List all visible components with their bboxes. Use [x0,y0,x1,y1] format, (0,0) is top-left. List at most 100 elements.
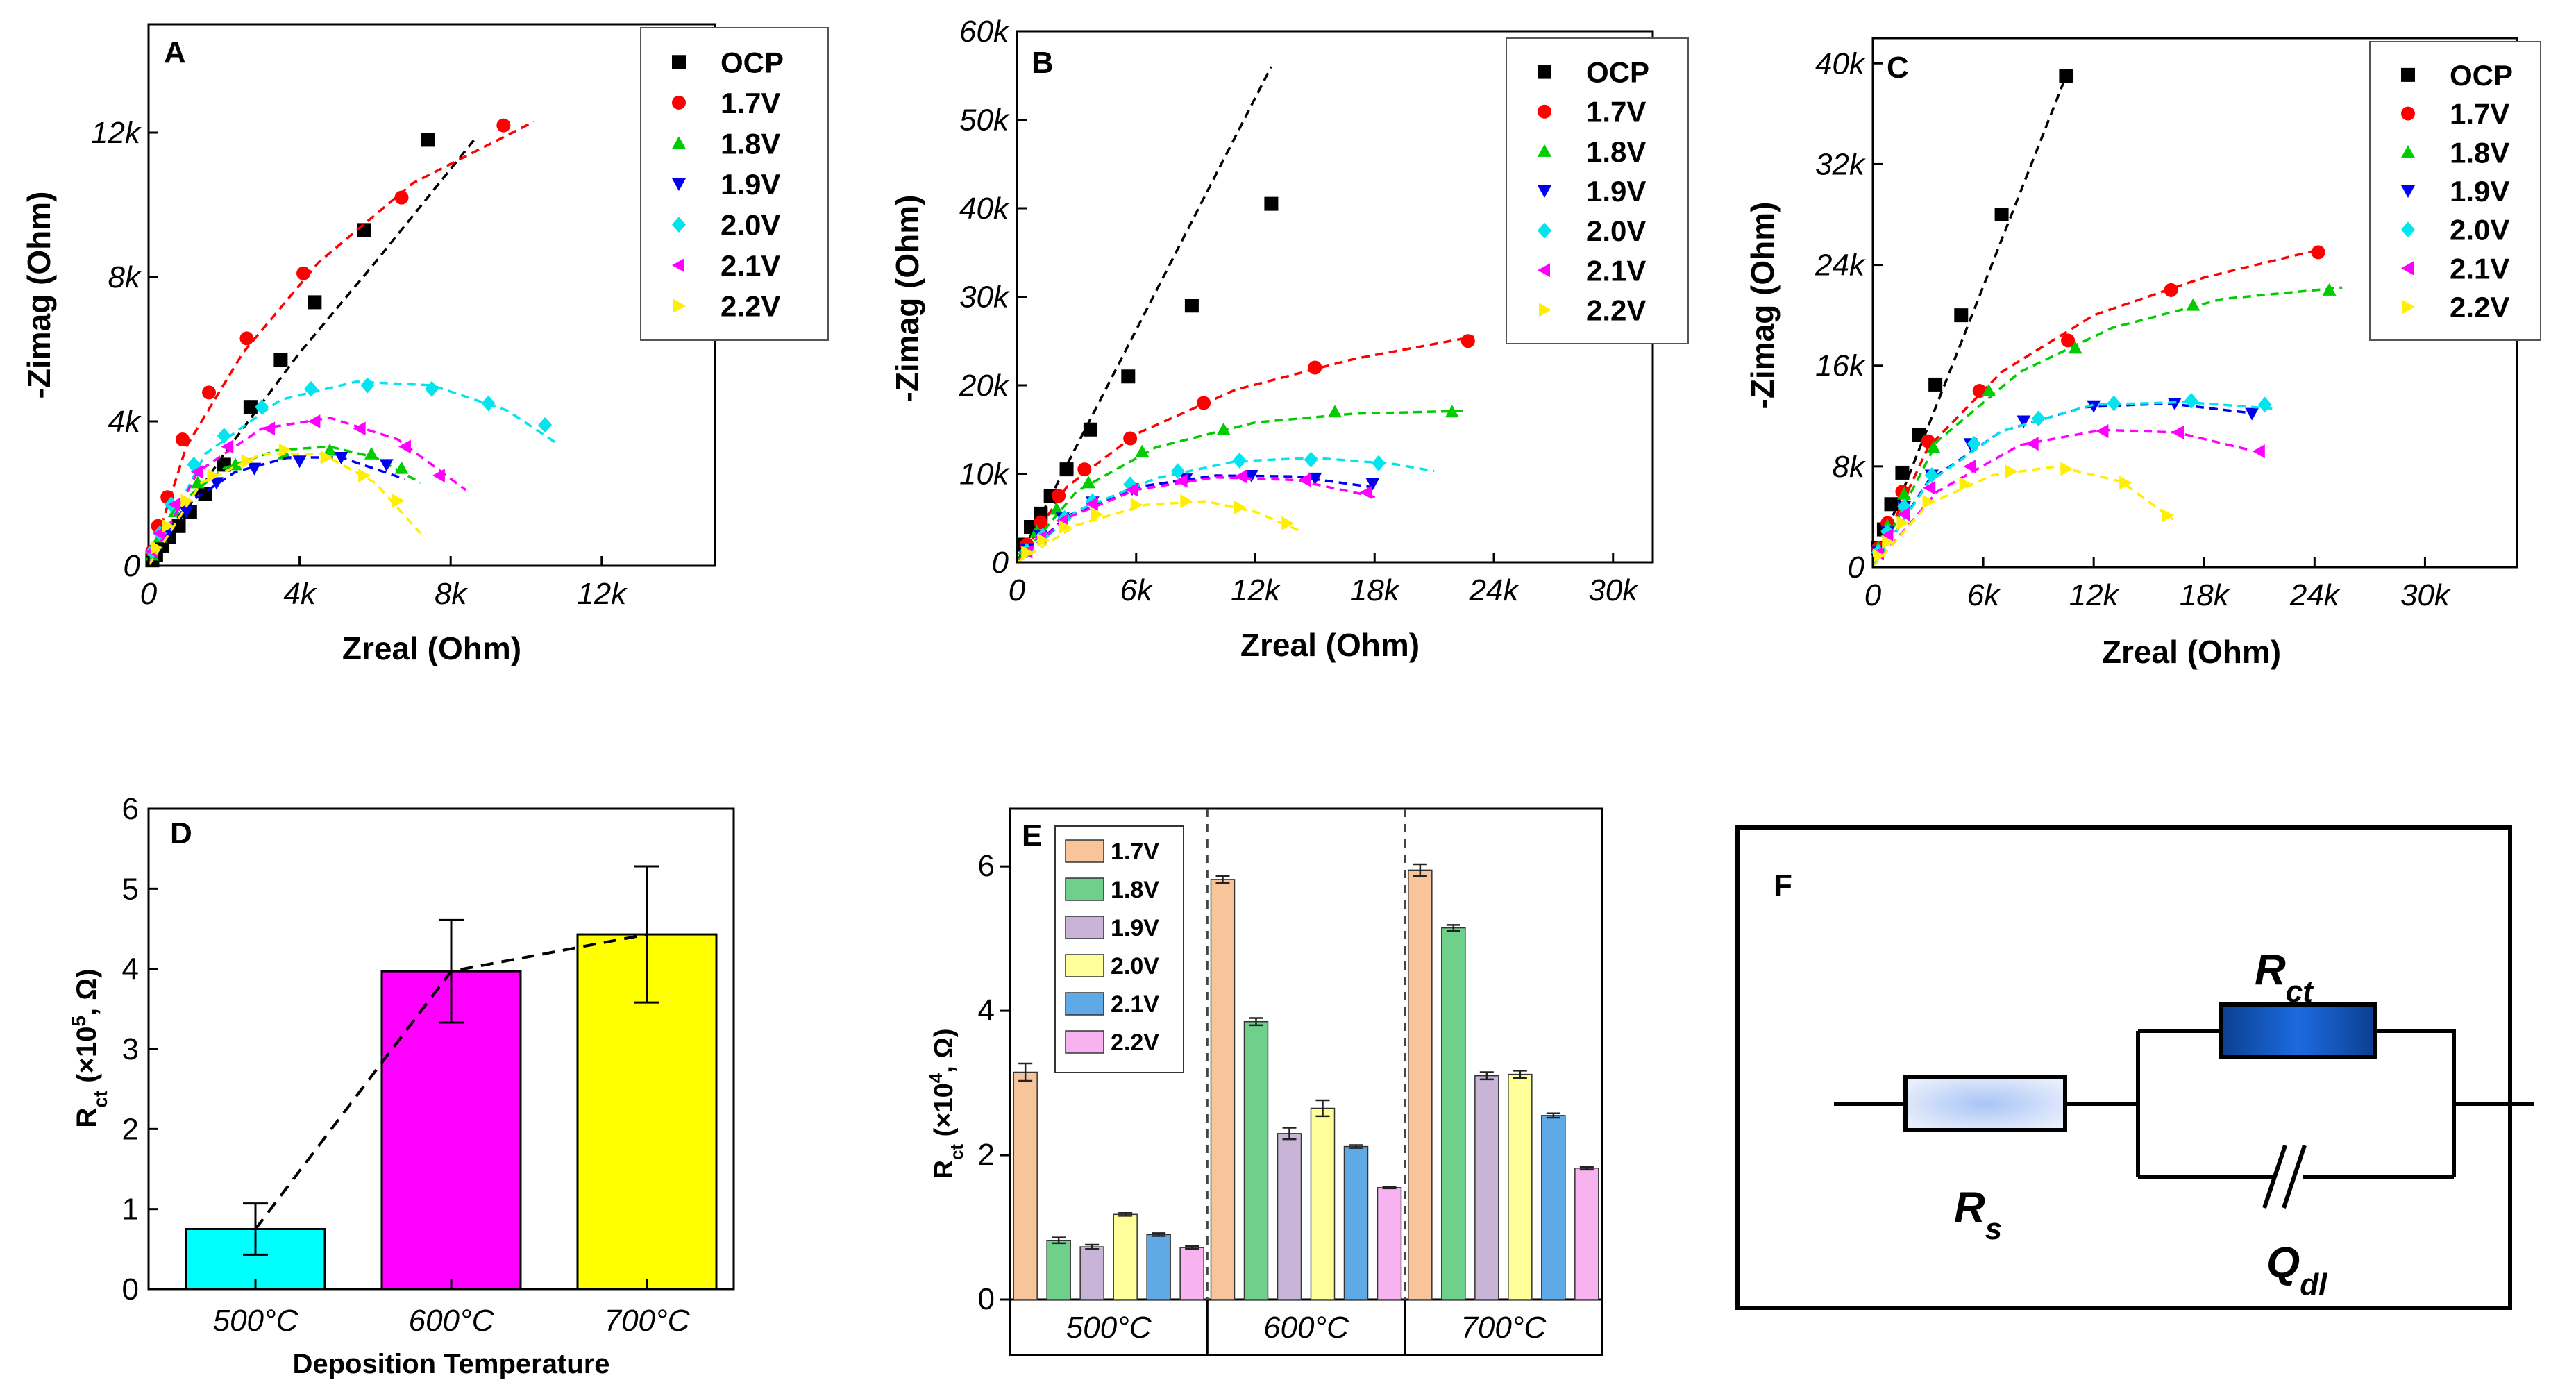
data-point-2.1V [2026,437,2039,451]
rct-label: Rct [2255,946,2314,1009]
bar-1.9V-700°C [1474,1075,1499,1300]
legend-swatch-1.8V [1065,877,1104,901]
legend-label-1.8V: 1.8V [1111,877,1159,903]
data-point-2.2V [358,469,371,482]
data-point-2.1V [168,497,181,512]
data-point-OCP [1264,196,1279,211]
data-point-2.1V [1880,528,1894,543]
legend-swatch-2.2V [1065,1030,1104,1054]
fit-line-1.8V [1871,286,2343,568]
data-point-1.8V [364,446,378,460]
data-point-OCP [1059,462,1074,477]
data-point-2.1V [1963,459,1976,473]
panel-label: F [1774,868,1792,902]
plot-marks [1013,809,1599,1355]
x-tick-label: 12k [2069,578,2120,612]
data-point-OCP [1928,377,1943,392]
data-point-2.2V [241,454,254,469]
legend-marker-1.8V [2401,145,2415,158]
data-point-1.9V [2087,400,2101,413]
y-tick-label: 12k [91,116,142,150]
legend-marker-1.7V [1538,104,1551,119]
legend-label-OCP: OCP [2450,59,2513,92]
data-point-OCP [1083,422,1097,437]
y-label-exp: 4 [925,1073,946,1083]
legend-box [1506,37,1689,344]
legend: OCP 1.7V 1.8V 1.9V 2.0V 2.1V 2.2V [1506,37,1689,344]
x-tick-label: 4k [283,577,317,611]
bar-2.0V-600°C [1310,1107,1336,1300]
x-tick-label: 6k [1120,573,1154,607]
x-tick-label: 24k [2289,578,2341,612]
x-tick-label: 18k [1350,573,1401,607]
y-tick-label: 50k [959,103,1010,137]
rs-main: R [1954,1184,1985,1232]
legend-label-2.2V: 2.2V [721,290,780,323]
x-tick-label: 24k [1469,573,1520,607]
data-point-1.7V [1460,334,1475,348]
data-point-OCP [243,400,258,414]
data-point-2.0V [2257,396,2272,413]
bar-panel-e: E 0 2 4 6 500°C 600°C 700°C 1.7V 1.8V 1.9V 2.0V 2.… [925,807,1603,1356]
x-tick-label: 0 [1009,573,1026,607]
legend-label-1.9V: 1.9V [2450,175,2509,208]
data-point-1.9V [209,477,224,490]
bar-1.8V-600°C [1243,1020,1269,1300]
y-tick-label: 2 [122,1112,139,1146]
data-point-1.8V [1050,502,1064,515]
x-tick-label: 500°C [213,1304,299,1338]
bar-1.8V-700°C [1441,927,1466,1300]
legend-label-2.0V: 2.0V [1111,953,1159,980]
bar-1.7V-500°C [1013,1071,1038,1300]
data-point-1.8V [1216,422,1231,435]
legend-marker-2.1V [2401,261,2414,276]
y-tick-label: 0 [992,546,1009,580]
legend-label-1.7V: 1.7V [1111,839,1159,865]
x-tick-label: 700°C [605,1304,691,1338]
bar-2.1V-500°C [1146,1234,1171,1300]
plot-marks [1016,66,1475,564]
qdl-sub: dl [2300,1268,2327,1302]
legend-items: 1.7V 1.8V 1.9V 2.0V 2.1V 2.2V [1065,839,1159,1056]
data-point-2.1V [1234,469,1247,484]
legend-marker-2.2V [1539,303,1551,317]
fit-line-2.2V [147,453,422,566]
y-label-main: R [929,1160,959,1179]
fit-line-2.1V [1016,476,1379,564]
y-label-end: , Ω) [929,1029,959,1073]
y-tick-label: 4 [122,952,139,986]
data-point-1.9V [1365,478,1380,491]
y-label-sub: ct [90,1091,111,1108]
panel-label: B [1032,46,1054,80]
data-point-1.7V [1197,396,1211,410]
x-axis-label: Deposition Temperature [292,1349,609,1379]
legend: OCP 1.7V 1.8V 1.9V 2.0V 2.1V 2.2V [640,27,829,341]
fit-line-2.0V [1871,401,2273,568]
error-bar-1.7V [1413,863,1427,877]
fit-line-2.0V [1016,456,1435,564]
data-point-2.1V [190,464,203,479]
rs-resistor [1903,1075,2067,1132]
rct-resistor [2219,1002,2377,1059]
bar-600°C [380,970,522,1291]
data-point-2.0V [538,417,553,433]
data-point-2.2V [1234,500,1247,514]
data-point-2.1V [1897,507,1910,521]
legend: OCP 1.7V 1.8V 1.9V 2.0V 2.1V 2.2V [2369,41,2541,341]
error-bar-1.8V [1052,1236,1066,1245]
bar-panel-d: D 0 1 2 3 4 5 6 500°C 600°C 700°C Deposition Temp… [68,792,735,1379]
legend-label-1.9V: 1.9V [1586,175,1646,208]
y-tick-label: 0 [1848,550,1865,585]
panel-label: C [1887,51,1909,85]
x-tick-label: 12k [1231,573,1281,607]
error-bar-1.7V [1215,875,1230,884]
data-point-2.1V [1923,480,1936,495]
legend-label-1.8V: 1.8V [1586,135,1646,168]
fit-line-OCP [147,135,478,566]
data-point-1.7V [2164,283,2178,297]
data-point-2.2V [1872,548,1885,563]
data-point-1.8V [1982,384,1996,396]
data-point-2.2V [1281,516,1295,530]
bar-2.1V-600°C [1343,1145,1369,1300]
error-bar-2.1V [1152,1232,1166,1237]
